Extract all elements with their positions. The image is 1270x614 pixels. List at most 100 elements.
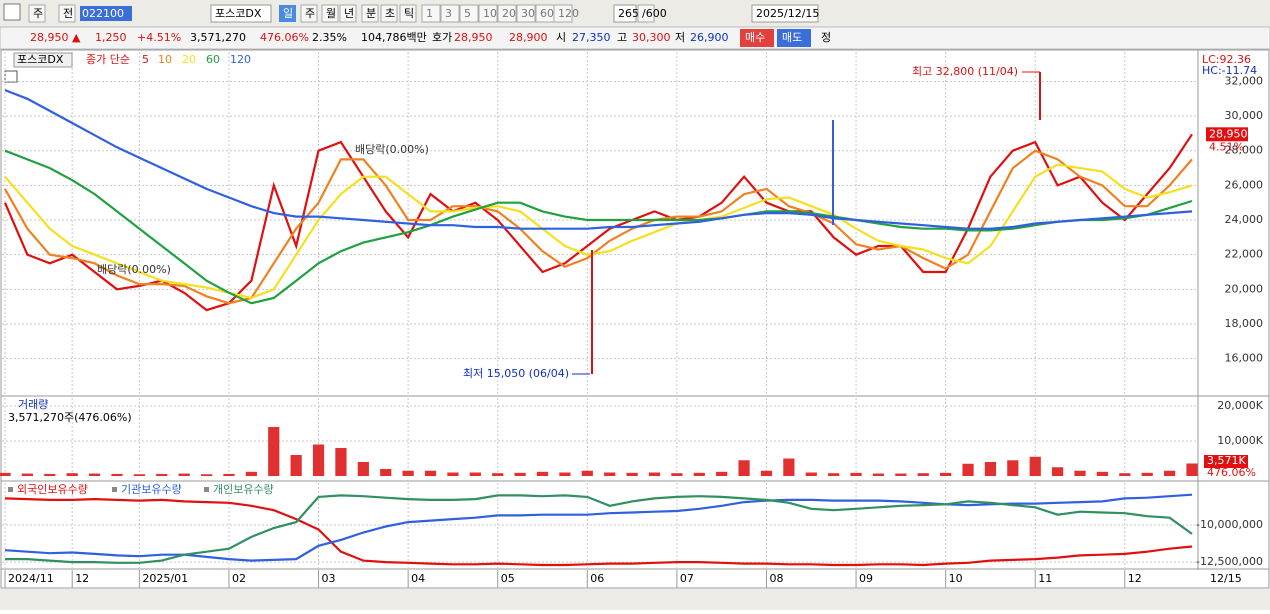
- volume-bar: [783, 458, 795, 476]
- y-tick-label: 22,000: [1225, 248, 1264, 261]
- quote-item: 호가: [432, 31, 452, 44]
- tool-button[interactable]: [321, 4, 339, 23]
- legend-swatch: [204, 487, 209, 492]
- toolbar-item[interactable]: 주: [33, 7, 43, 20]
- toolbar-item[interactable]: 20: [502, 7, 516, 20]
- toolbar-item[interactable]: 초: [385, 7, 395, 20]
- tool-button[interactable]: [440, 4, 460, 23]
- toolbar-item[interactable]: 10: [483, 7, 497, 20]
- table-icon[interactable]: [4, 70, 18, 83]
- high-annotation: 최고 32,800 (11/04): [912, 65, 1018, 78]
- x-tick-label: 10: [949, 572, 963, 585]
- tool-button[interactable]: [497, 4, 517, 23]
- scroll-bar[interactable]: [0, 589, 1270, 610]
- toolbar-item[interactable]: 265: [618, 7, 639, 20]
- tool-button[interactable]: [553, 4, 573, 23]
- x-tick-label: 09: [859, 572, 873, 585]
- tool-button[interactable]: [459, 4, 479, 23]
- toolbar-item[interactable]: 틱: [404, 7, 414, 20]
- volume-bar: [514, 472, 526, 476]
- chart-subtitle: 3,571,270주(476.06%): [8, 411, 132, 424]
- toolbar-item[interactable]: 포스코DX: [215, 7, 262, 20]
- volume-bar: [895, 473, 907, 476]
- low-annotation: 최저 15,050 (06/04): [463, 367, 569, 380]
- volume-bar: [1119, 473, 1131, 476]
- volume-bar: [1141, 472, 1153, 476]
- toolbar-item[interactable]: 3: [445, 7, 452, 20]
- toolbar-item[interactable]: 120: [558, 7, 579, 20]
- x-tick-label: 2025/01: [142, 572, 188, 585]
- toolbar-item[interactable]: 022100: [82, 7, 124, 20]
- volume-bar: [872, 473, 885, 476]
- series-line: [4, 89, 1193, 230]
- quote-item: 저: [675, 31, 685, 44]
- toolbar-item[interactable]: 1: [426, 7, 433, 20]
- volume-bar: [1186, 463, 1198, 476]
- toolbar-item[interactable]: 전: [63, 7, 73, 20]
- quote-item[interactable]: 정: [821, 31, 831, 44]
- input-box[interactable]: [613, 4, 637, 23]
- buy-button[interactable]: [740, 29, 774, 47]
- input-box[interactable]: [751, 4, 819, 23]
- sell-button[interactable]: [777, 29, 811, 47]
- toolbar-item[interactable]: 월: [326, 7, 336, 20]
- chart-subtitle: 종가 단순: [86, 53, 130, 66]
- legend-swatch: [8, 487, 13, 492]
- volume-bar: [380, 469, 392, 476]
- volume-bar: [21, 473, 33, 476]
- legend-entry: 5: [142, 53, 149, 66]
- tool-button[interactable]: [339, 4, 357, 23]
- code-input[interactable]: [80, 6, 132, 21]
- volume-bar: [1096, 471, 1109, 476]
- quote-item[interactable]: 매도: [782, 31, 802, 44]
- tool-button[interactable]: [478, 4, 498, 23]
- toolbar-item[interactable]: 30: [521, 7, 535, 20]
- series-line: [5, 494, 1193, 564]
- quote-item[interactable]: 매수: [745, 31, 765, 44]
- menu-icon[interactable]: [3, 3, 21, 21]
- tool-button[interactable]: [380, 4, 398, 23]
- volume-bar: [648, 472, 661, 476]
- volume-bar: [760, 470, 773, 476]
- volume-bar: [245, 471, 257, 476]
- toolbar-item[interactable]: 일: [283, 6, 293, 20]
- tool-button[interactable]: [361, 4, 379, 23]
- series-line: [4, 149, 1193, 305]
- x-tick-label: 05: [501, 572, 515, 585]
- input-box[interactable]: [210, 4, 272, 23]
- price-tag-bg: [1206, 127, 1248, 142]
- tool-button[interactable]: [637, 4, 655, 23]
- lc-label: LC:92.36: [1202, 53, 1251, 66]
- volume-bar: [469, 472, 481, 476]
- toolbar-item[interactable]: 5: [464, 7, 471, 20]
- tool-button[interactable]: [300, 4, 318, 23]
- toolbar-item[interactable]: 2025/12/15: [756, 7, 819, 20]
- toolbar-item[interactable]: /600: [642, 7, 667, 20]
- series-line: [4, 163, 1193, 300]
- tool-button[interactable]: [58, 4, 76, 23]
- toolbar-item[interactable]: 분: [366, 7, 376, 20]
- tool-button[interactable]: [516, 4, 536, 23]
- tool-button[interactable]: [421, 4, 441, 23]
- quote-item: 3,571,270: [190, 31, 246, 44]
- quote-item: +4.51%: [137, 31, 181, 44]
- y-tick-label: 20,000: [1225, 282, 1264, 295]
- tool-button[interactable]: [399, 4, 417, 23]
- volume-bar: [984, 462, 997, 476]
- tool-button[interactable]: [28, 4, 46, 23]
- toolbar-item[interactable]: 년: [344, 7, 354, 20]
- volume-bar: [1164, 470, 1176, 476]
- volume-bar: [962, 463, 974, 476]
- y-tick-label: 20,000K: [1217, 399, 1263, 412]
- volume-bar: [626, 472, 638, 476]
- toolbar-item[interactable]: 주: [305, 7, 315, 20]
- period-button[interactable]: [279, 5, 296, 22]
- y-tick-label: 32,000: [1225, 74, 1264, 87]
- toolbar-item[interactable]: 60: [540, 7, 554, 20]
- x-end-label: 12/15: [1210, 572, 1242, 585]
- volume-bar: [693, 472, 705, 476]
- volume-bar: [492, 473, 504, 476]
- series-line: [4, 149, 1193, 305]
- x-tick-label: 07: [680, 572, 694, 585]
- volume-bar: [716, 471, 728, 476]
